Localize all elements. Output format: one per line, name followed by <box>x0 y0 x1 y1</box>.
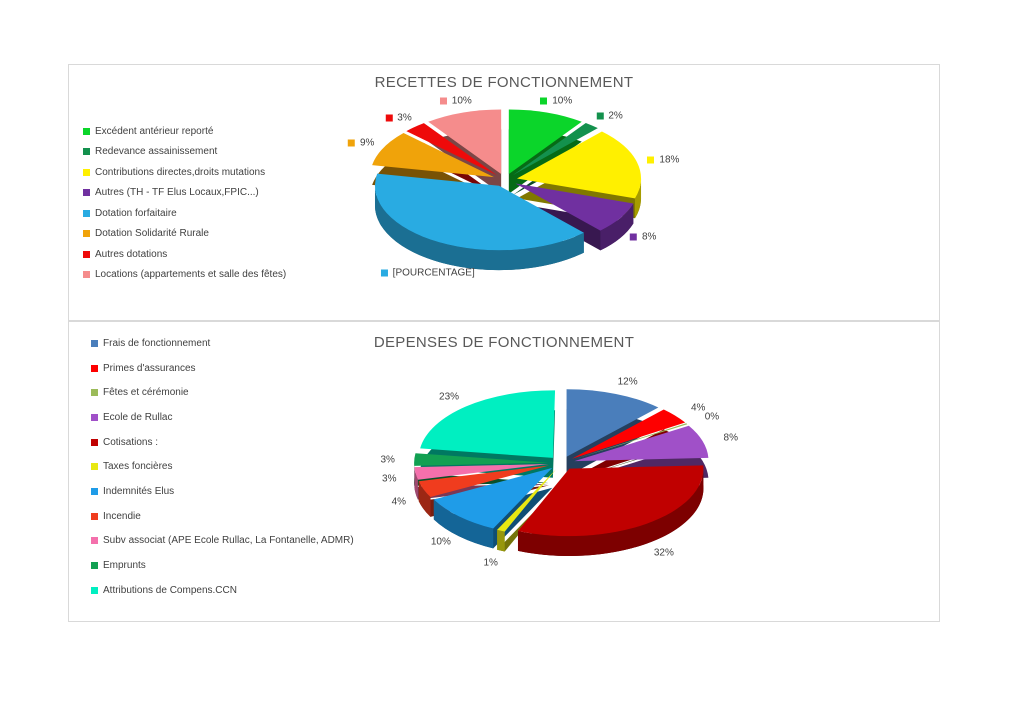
pie-slice <box>414 453 549 466</box>
legend-label: Subv associat (APE Ecole Rullac, La Font… <box>103 535 354 547</box>
legend-swatch <box>91 389 98 397</box>
pie-slice <box>572 423 688 460</box>
legend-label: Primes d'assurances <box>103 362 196 374</box>
legend-item: Subv associat (APE Ecole Rullac, La Font… <box>91 529 354 554</box>
legend-swatch <box>83 148 90 156</box>
legend-swatch <box>83 230 90 238</box>
legend-swatch <box>83 189 90 197</box>
pie-slice-rim <box>433 499 494 549</box>
legend-label: Autres (TH - TF Elus Locaux,FPIC...) <box>95 187 259 199</box>
legend-item: Contributions directes,droits mutations <box>83 162 286 183</box>
legend-item: Autres dotations <box>83 244 286 265</box>
pie-slice <box>574 425 709 462</box>
legend-swatch <box>91 463 98 471</box>
legend-item: Fêtes et cérémonie <box>91 380 354 405</box>
legend-recettes: Excédent antérieur reporté Redevance assa… <box>83 121 286 285</box>
legend-item: Incendie <box>91 504 354 529</box>
legend-swatch <box>83 250 90 258</box>
legend-label: Ecole de Rullac <box>103 411 173 423</box>
pie-slice-rim <box>600 203 634 251</box>
pie-slice-rim <box>634 178 642 219</box>
pie-slice <box>420 390 556 458</box>
legend-item: Emprunts <box>91 553 354 578</box>
legend-swatch <box>83 209 90 217</box>
legend-swatch <box>91 586 98 594</box>
legend-swatch <box>91 339 98 347</box>
pie-slice <box>433 467 553 529</box>
pie-slice <box>508 109 582 174</box>
pie-slice <box>517 131 642 199</box>
pie-slice-rim <box>517 468 704 556</box>
legend-swatch <box>91 562 98 570</box>
legend-swatch <box>91 537 98 545</box>
legend-label: Cotisations : <box>103 436 159 448</box>
legend-item: Ecole de Rullac <box>91 405 354 430</box>
pie-slice-rim <box>418 481 431 517</box>
chart-title-recettes: RECETTES DE FONCTIONNEMENT <box>374 74 634 91</box>
pie-slice <box>515 183 634 231</box>
pie-slice-rim <box>374 185 584 271</box>
legend-swatch <box>91 413 98 421</box>
legend-item: Indemnités Elus <box>91 479 354 504</box>
pie-slice <box>372 133 494 178</box>
legend-item: Dotation Solidarité Rurale <box>83 224 286 245</box>
legend-item: Autres (TH - TF Elus Locaux,FPIC...) <box>83 183 286 204</box>
legend-swatch <box>91 487 98 495</box>
legend-depenses: Frais de fonctionnement Primes d'assuranc… <box>91 331 354 603</box>
legend-label: Indemnités Elus <box>103 485 175 497</box>
panel-depenses: DEPENSES DE FONCTIONNEMENT Frais de fonc… <box>68 321 940 622</box>
pie-slice <box>418 465 550 498</box>
pie-chart-depenses <box>414 389 709 556</box>
pie-chart-recettes <box>372 109 642 271</box>
legend-label: Attributions de Compens.CCN <box>103 584 237 596</box>
legend-label: Contributions directes,droits mutations <box>95 166 266 178</box>
pie-slice <box>517 465 704 537</box>
pie-slice <box>414 464 549 480</box>
pie-slice <box>497 469 557 532</box>
legend-item: Excédent antérieur reporté <box>83 121 286 142</box>
pie-slice <box>428 109 502 174</box>
legend-swatch <box>91 512 98 520</box>
panel-recettes: RECETTES DE FONCTIONNEMENT Excédent anté… <box>68 64 940 321</box>
legend-item: Frais de fonctionnement <box>91 331 354 356</box>
pie-slice <box>571 409 686 459</box>
legend-label: Frais de fonctionnement <box>103 337 211 349</box>
legend-swatch <box>83 271 90 279</box>
legend-item: Dotation forfaitaire <box>83 203 286 224</box>
legend-item: Attributions de Compens.CCN <box>91 578 354 603</box>
pie-slice-rim <box>414 467 418 500</box>
legend-swatch <box>91 364 98 372</box>
legend-label: Dotation forfaitaire <box>95 207 177 219</box>
pie-slice <box>566 389 659 457</box>
legend-label: Redevance assainissement <box>95 146 218 158</box>
legend-label: Excédent antérieur reporté <box>95 125 214 137</box>
pie-slice <box>512 122 598 176</box>
pie-slice-rim <box>497 529 505 552</box>
legend-item: Locations (appartements et salle des fêt… <box>83 265 286 286</box>
pie-slice <box>374 173 584 251</box>
legend-label: Dotation Solidarité Rurale <box>95 228 209 240</box>
legend-swatch <box>91 438 98 446</box>
legend-label: Locations (appartements et salle des fêt… <box>95 269 287 281</box>
legend-swatch <box>83 127 90 135</box>
legend-label: Incendie <box>103 510 141 522</box>
legend-label: Emprunts <box>103 560 146 572</box>
legend-label: Taxes foncières <box>103 461 173 473</box>
chart-title-depenses: DEPENSES DE FONCTIONNEMENT <box>373 334 635 351</box>
legend-item: Taxes foncières <box>91 454 354 479</box>
legend-label: Autres dotations <box>95 248 168 260</box>
legend-swatch <box>83 168 90 176</box>
legend-item: Primes d'assurances <box>91 356 354 381</box>
legend-item: Cotisations : <box>91 430 354 455</box>
pie-slice <box>406 123 497 176</box>
legend-item: Redevance assainissement <box>83 142 286 163</box>
legend-label: Fêtes et cérémonie <box>103 387 189 399</box>
